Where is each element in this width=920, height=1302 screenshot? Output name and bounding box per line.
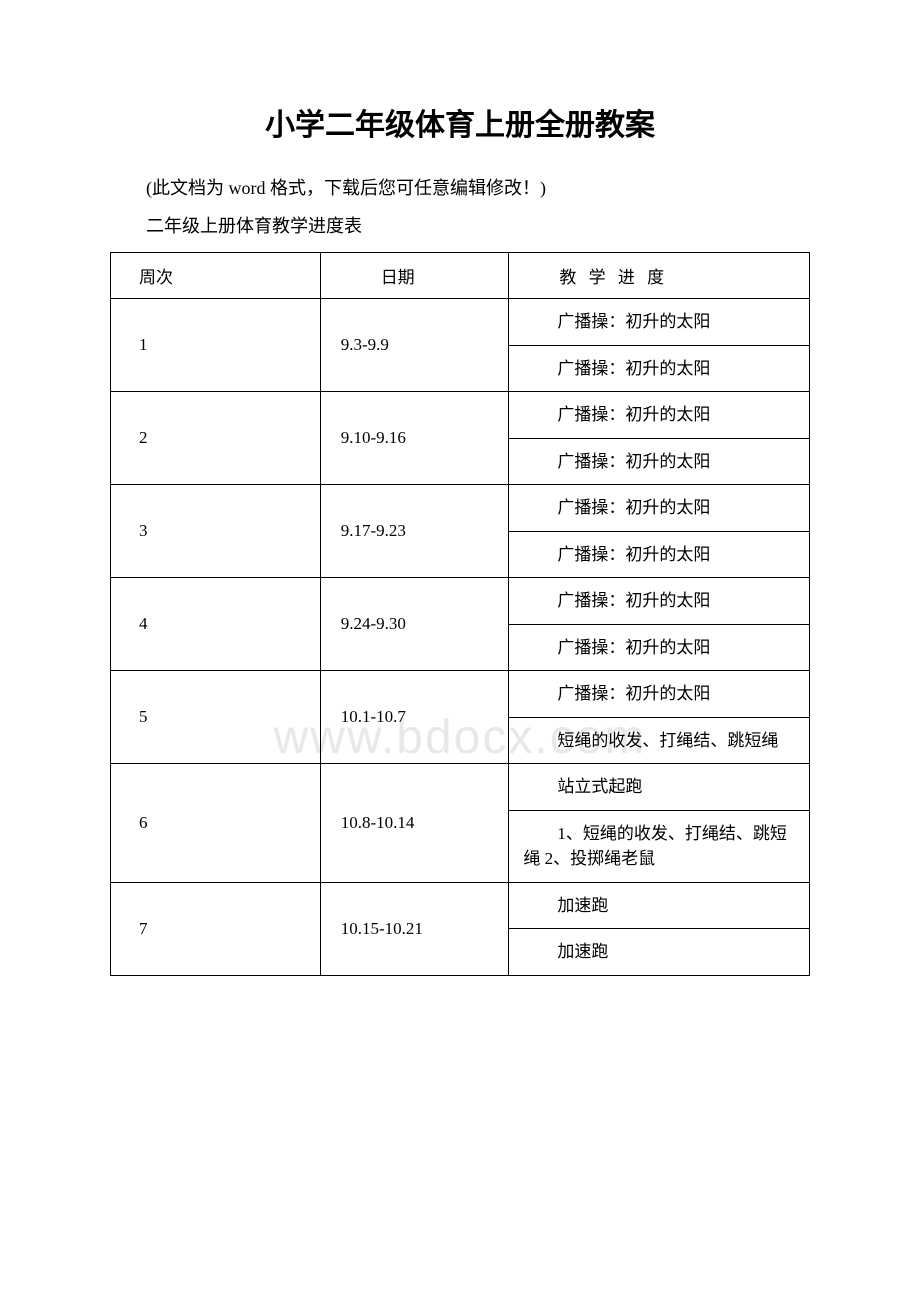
content-cell: 广播操：初升的太阳 (509, 485, 810, 532)
header-date: 日期 (320, 253, 509, 299)
week-cell: 1 (111, 299, 321, 392)
table-row: 39.17-9.23广播操：初升的太阳 (111, 485, 810, 532)
content-cell: 广播操：初升的太阳 (509, 531, 810, 578)
date-cell: 9.10-9.16 (320, 392, 509, 485)
content-cell: 广播操：初升的太阳 (509, 438, 810, 485)
week-cell: 4 (111, 578, 321, 671)
content-cell: 广播操：初升的太阳 (509, 624, 810, 671)
content-cell: 站立式起跑 (509, 764, 810, 811)
content-cell: 加速跑 (509, 882, 810, 929)
date-cell: 10.8-10.14 (320, 764, 509, 883)
date-cell: 9.24-9.30 (320, 578, 509, 671)
note-word: word (229, 178, 271, 198)
page-container: www.bdocx.com 小学二年级体育上册全册教案 (此文档为 word 格… (110, 100, 810, 976)
table-row: 19.3-9.9广播操：初升的太阳 (111, 299, 810, 346)
content-cell: 广播操：初升的太阳 (509, 345, 810, 392)
page-title: 小学二年级体育上册全册教案 (110, 100, 810, 144)
date-cell: 10.1-10.7 (320, 671, 509, 764)
date-cell: 9.3-9.9 (320, 299, 509, 392)
note-prefix: (此文档为 (146, 178, 229, 198)
table-row: 510.1-10.7广播操：初升的太阳 (111, 671, 810, 718)
content-cell: 短绳的收发、打绳结、跳短绳 (509, 717, 810, 764)
header-content: 教 学 进 度 (509, 253, 810, 299)
content-cell: 1、短绳的收发、打绳结、跳短绳 2、投掷绳老鼠 (509, 810, 810, 882)
week-cell: 3 (111, 485, 321, 578)
format-note: (此文档为 word 格式，下载后您可任意编辑修改！) (110, 174, 810, 200)
date-cell: 9.17-9.23 (320, 485, 509, 578)
week-cell: 5 (111, 671, 321, 764)
week-cell: 6 (111, 764, 321, 883)
header-week: 周次 (111, 253, 321, 299)
table-row: 610.8-10.14站立式起跑 (111, 764, 810, 811)
content-cell: 加速跑 (509, 929, 810, 976)
table-row: 710.15-10.21加速跑 (111, 882, 810, 929)
content-cell: 广播操：初升的太阳 (509, 392, 810, 439)
schedule-table: 周次 日期 教 学 进 度 19.3-9.9广播操：初升的太阳广播操：初升的太阳… (110, 252, 810, 976)
table-row: 29.10-9.16广播操：初升的太阳 (111, 392, 810, 439)
week-cell: 7 (111, 882, 321, 975)
table-header-row: 周次 日期 教 学 进 度 (111, 253, 810, 299)
table-row: 49.24-9.30广播操：初升的太阳 (111, 578, 810, 625)
date-cell: 10.15-10.21 (320, 882, 509, 975)
content-cell: 广播操：初升的太阳 (509, 578, 810, 625)
week-cell: 2 (111, 392, 321, 485)
content-cell: 广播操：初升的太阳 (509, 671, 810, 718)
note-suffix: 格式，下载后您可任意编辑修改！) (270, 178, 546, 198)
content-cell: 广播操：初升的太阳 (509, 299, 810, 346)
table-subtitle: 二年级上册体育教学进度表 (110, 212, 810, 238)
